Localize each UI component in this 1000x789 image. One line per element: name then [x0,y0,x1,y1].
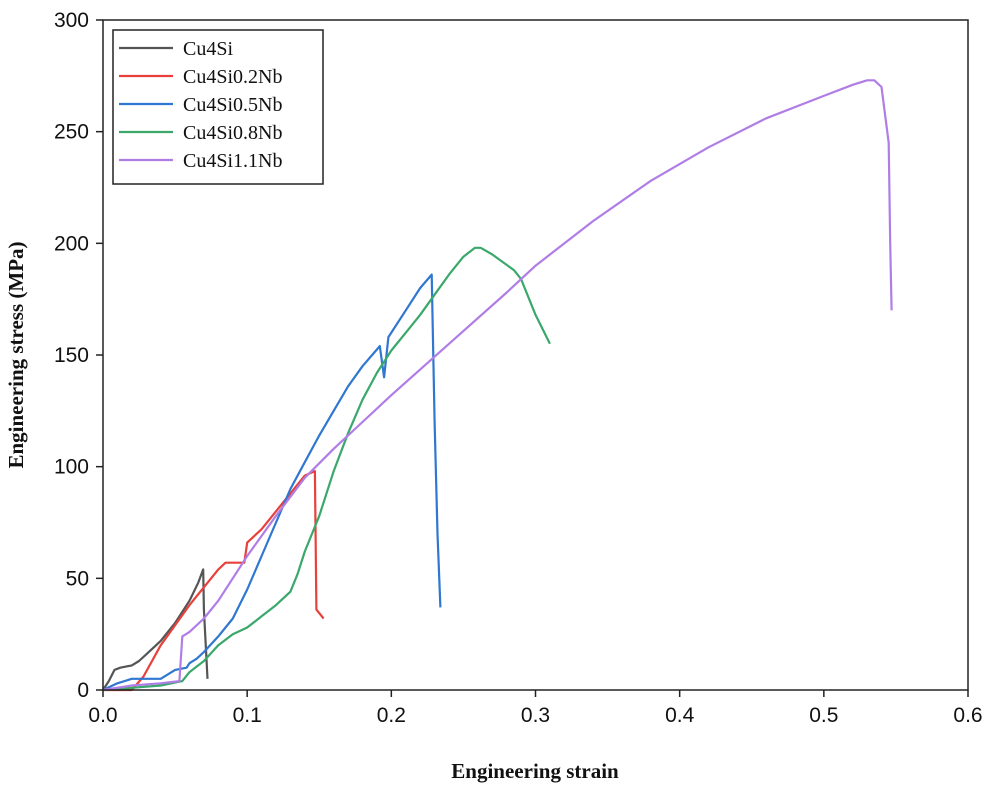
y-tick-label: 250 [54,121,89,144]
series-line-cu4si0-2nb [103,470,325,692]
legend-label: Cu4Si0.5Nb [183,94,282,116]
y-axis-title: Engineering stress (MPa) [4,241,28,468]
x-tick-label: 0.0 [88,704,117,727]
legend-label: Cu4Si0.2Nb [183,66,282,88]
legend-label: Cu4Si0.8Nb [183,122,282,144]
x-tick-label: 0.4 [665,704,695,727]
x-tick-label: 0.6 [953,704,982,727]
series-line-cu4si0-5nb [102,273,442,691]
x-tick-label: 0.3 [521,704,550,727]
y-tick-label: 300 [54,9,89,32]
series-layer [102,79,893,692]
y-tick-label: 100 [54,456,89,479]
x-tick-label: 0.1 [233,704,262,727]
x-axis-title: Engineering strain [451,759,619,783]
y-tick-label: 200 [54,232,89,255]
series-line-cu4si [102,568,209,691]
axis-ticks: 0.0 0.1 0.2 0.3 0.4 0.5 0.6 0 50 100 150 200 250 300 [54,9,983,727]
legend-label: Cu4Si1.1Nb [183,150,282,172]
legend-label: Cu4Si [183,38,233,60]
series-line-cu4si0-8nb [102,246,551,692]
y-tick-label: 150 [54,344,89,367]
y-tick-label: 50 [66,567,89,590]
legend-box [112,29,324,185]
series-line-cu4si1-1nb [102,79,893,692]
y-tick-label: 0 [77,679,89,702]
x-tick-label: 0.2 [377,704,406,727]
legend: Cu4Si Cu4Si0.2Nb Cu4Si0.5Nb Cu4Si0.8Nb Cu4Si… [112,29,324,185]
x-tick-label: 0.5 [809,704,838,727]
